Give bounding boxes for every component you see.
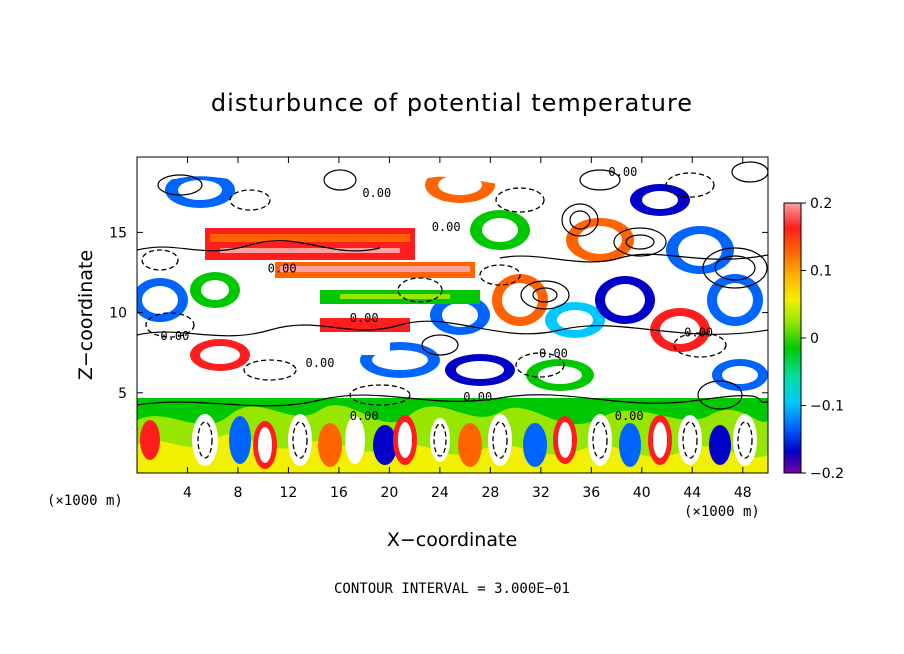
contour-label-group: 0.00 0.00 0.00 0.00 0.00 0.00 0.00 0.00 0.00 0.00… xyxy=(160,165,713,423)
x-tick-label: 48 xyxy=(734,485,752,501)
y-axis-label: Z−coordinate xyxy=(75,250,97,380)
middle-blobs xyxy=(137,167,768,391)
contour-interval: CONTOUR INTERVAL = 3.000E−01 xyxy=(334,581,570,597)
x-axis-label: X−coordinate xyxy=(387,529,517,551)
lower-cells xyxy=(140,414,757,469)
colorbar xyxy=(783,202,802,474)
x-tick-label: 24 xyxy=(431,485,449,501)
colorbar-tick-label: 0.2 xyxy=(810,196,832,212)
contour-label: 0.00 xyxy=(306,356,335,370)
x-tick-label: 20 xyxy=(380,485,398,501)
contour-label: 0.00 xyxy=(160,329,189,343)
contour-label: 0.00 xyxy=(463,390,492,404)
colorbar-ticks: 0.2 0.1 0 −0.1 −0.2 xyxy=(801,196,844,482)
x-tick-label: 4 xyxy=(183,485,192,501)
x-axis: 4 8 12 16 20 24 28 32 36 40 44 48 xyxy=(183,157,752,501)
negative-contours xyxy=(141,172,753,459)
x-tick-label: 32 xyxy=(532,485,550,501)
x-tick-label: 40 xyxy=(633,485,651,501)
y-tick-label: 10 xyxy=(109,306,127,322)
z-unit-label: (×1000 m) xyxy=(47,493,123,509)
x-tick-label: 28 xyxy=(481,485,499,501)
y-axis: 5 10 15 xyxy=(109,225,768,402)
contour-label: 0.00 xyxy=(268,261,297,275)
colorbar-tick-label: 0 xyxy=(810,331,819,347)
contour-label: 0.00 xyxy=(539,347,568,361)
chart-title: disturbunce of potential temperature xyxy=(211,89,693,117)
y-tick-label: 15 xyxy=(109,225,127,241)
x-tick-label: 12 xyxy=(280,485,298,501)
contour-label: 0.00 xyxy=(362,186,391,200)
y-tick-label: 5 xyxy=(118,386,127,402)
contour-label: 0.00 xyxy=(615,409,644,423)
x-tick-label: 44 xyxy=(683,485,701,501)
contour-label: 0.00 xyxy=(684,326,713,340)
contour-label: 0.00 xyxy=(432,220,461,234)
x-tick-label: 8 xyxy=(233,485,242,501)
colorbar-tick-label: −0.2 xyxy=(810,466,844,482)
plot-frame xyxy=(136,156,769,474)
x-tick-label: 16 xyxy=(330,485,348,501)
contour-label: 0.00 xyxy=(350,311,379,325)
temperature-field: 0.00 0.00 0.00 0.00 0.00 0.00 0.00 0.00 0.00 0.00… xyxy=(137,157,768,473)
top-layer xyxy=(137,157,768,186)
colorbar-tick-label: −0.1 xyxy=(810,399,844,415)
colorbar-tick-label: 0.1 xyxy=(810,264,832,280)
x-tick-label: 36 xyxy=(582,485,600,501)
contour-label: 0.00 xyxy=(350,409,379,423)
x-unit-label: (×1000 m) xyxy=(684,504,760,520)
contour-lines xyxy=(137,161,768,410)
contour-label: 0.00 xyxy=(608,165,637,179)
